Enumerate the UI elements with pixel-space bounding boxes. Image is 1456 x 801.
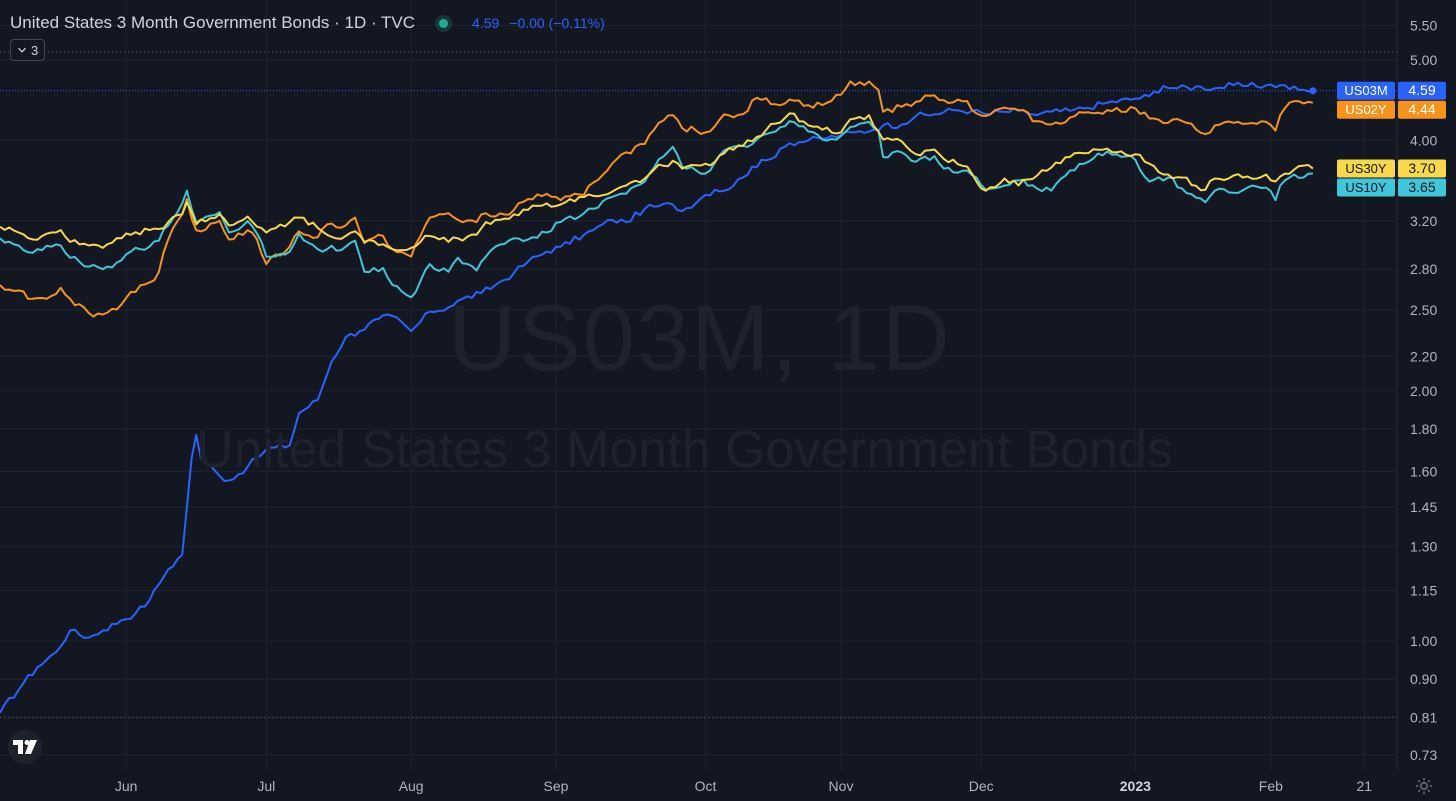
series-price-tag-text: 3.70 bbox=[1408, 160, 1435, 176]
time-axis[interactable]: Jun Jul Aug Sep Oct Nov Dec 2023 Feb 21 bbox=[115, 778, 1372, 794]
price-tick-label: 1.45 bbox=[1410, 499, 1437, 515]
series-lines bbox=[0, 80, 1317, 714]
watermark-description: United States 3 Month Government Bonds bbox=[196, 421, 1173, 479]
series-price-tag-text: 4.44 bbox=[1408, 101, 1435, 117]
price-tick-label: 0.73 bbox=[1410, 747, 1437, 763]
price-tick-label: 1.30 bbox=[1410, 538, 1437, 554]
watermark-symbol: US03M, 1D bbox=[448, 285, 952, 390]
series-line-us10y bbox=[0, 120, 1313, 299]
time-tick-label: Oct bbox=[695, 778, 717, 794]
price-tick-label: 2.00 bbox=[1410, 383, 1437, 399]
price-tick-label: 1.60 bbox=[1410, 463, 1437, 479]
header-change: −0.00 (−0.11%) bbox=[509, 15, 605, 31]
series-line-us03m bbox=[0, 81, 1314, 714]
time-tick-label: Jul bbox=[257, 778, 275, 794]
time-tick-label: Jun bbox=[115, 778, 138, 794]
price-tick-label: 1.80 bbox=[1410, 421, 1437, 437]
series-price-labels: US03M 4.59 US02Y 4.44 US30Y 3.70 US10Y 3.65 bbox=[1337, 81, 1446, 197]
time-tick-label: 2023 bbox=[1120, 778, 1151, 794]
price-tick-label: 5.00 bbox=[1410, 52, 1437, 68]
series-name-tag-text: US03M bbox=[1344, 83, 1387, 98]
series-price-tag-text: 3.65 bbox=[1408, 179, 1435, 195]
series-price-tag bbox=[1398, 178, 1446, 197]
price-tick-label: 0.90 bbox=[1410, 671, 1437, 687]
price-tick-label: 1.00 bbox=[1410, 633, 1437, 649]
collapse-indicators-button[interactable]: 3 bbox=[10, 39, 46, 61]
price-tick-label: 2.50 bbox=[1410, 302, 1437, 318]
tradingview-logo[interactable] bbox=[8, 730, 42, 764]
series-price-tag bbox=[1398, 100, 1446, 119]
time-tick-label: Nov bbox=[829, 778, 854, 794]
price-tick-label: 4.00 bbox=[1410, 132, 1437, 148]
chart-title[interactable]: United States 3 Month Government Bonds ·… bbox=[10, 13, 416, 32]
price-tick-label: 5.50 bbox=[1410, 17, 1437, 33]
series-name-tag bbox=[1337, 178, 1395, 197]
time-tick-label: Sep bbox=[544, 778, 569, 794]
price-tick-label: 0.81 bbox=[1410, 709, 1437, 725]
chevron-down-icon bbox=[18, 47, 26, 53]
series-name-tag-text: US02Y bbox=[1345, 102, 1387, 117]
price-tick-label: 2.20 bbox=[1410, 348, 1437, 364]
series-line-us30y bbox=[0, 112, 1314, 252]
header-last-value: 4.59 bbox=[472, 15, 500, 31]
price-tick-label: 3.20 bbox=[1410, 213, 1437, 229]
series-price-tag bbox=[1398, 81, 1446, 100]
series-name-tag bbox=[1337, 81, 1395, 100]
time-tick-label: Dec bbox=[969, 778, 994, 794]
reference-lines bbox=[0, 51, 1397, 718]
price-axis[interactable]: 5.50 5.00 4.00 3.20 2.80 2.50 2.20 2.00 1.80 1.60… bbox=[1410, 17, 1437, 762]
collapse-count: 3 bbox=[31, 42, 39, 58]
series-price-tag bbox=[1398, 159, 1446, 178]
last-price-dot bbox=[1309, 87, 1317, 95]
price-tick-label: 2.80 bbox=[1410, 261, 1437, 277]
series-line-us02y bbox=[0, 80, 1314, 318]
series-price-tag-text: 4.59 bbox=[1408, 82, 1435, 98]
grid bbox=[0, 0, 1397, 770]
settings-button[interactable] bbox=[1414, 776, 1434, 796]
time-tick-label: Aug bbox=[399, 778, 424, 794]
series-name-tag-text: US30Y bbox=[1345, 161, 1387, 176]
market-status-icon[interactable] bbox=[439, 18, 449, 28]
gear-icon bbox=[1416, 778, 1432, 794]
tradingview-logo-icon bbox=[13, 740, 37, 754]
series-name-tag-text: US10Y bbox=[1345, 180, 1387, 195]
time-tick-label: 21 bbox=[1357, 778, 1373, 794]
series-name-tag bbox=[1337, 159, 1395, 178]
chart-header: United States 3 Month Government Bonds ·… bbox=[10, 12, 605, 34]
time-tick-label: Feb bbox=[1259, 778, 1283, 794]
series-name-tag bbox=[1337, 100, 1395, 119]
price-tick-label: 1.15 bbox=[1410, 583, 1437, 599]
